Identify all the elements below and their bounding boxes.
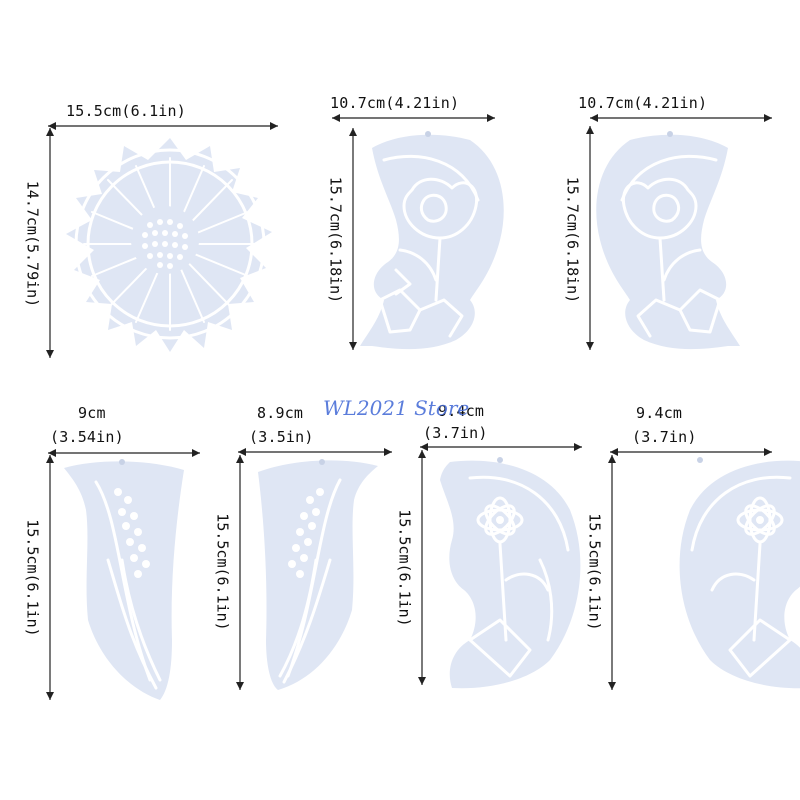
mold-7-width-in: (3.7in) [632,428,697,446]
mold-6-height-label: 15.5cm(6.1in) [395,509,414,627]
mold-5-width-cm: 8.9cm [257,404,304,422]
mold-7-width-cm: 9.4cm [636,404,683,422]
mold-1-height-label: 14.7cm(5.79in) [23,180,42,308]
mold-3-width-label: 10.7cm(4.21in) [578,94,708,112]
mold-sunflower [66,138,272,352]
store-watermark: WL2021 Store [323,396,470,420]
mold-moon-rose-1 [360,131,504,350]
mold-7-height-label: 15.5cm(6.1in) [585,513,604,631]
mold-4-width-cm: 9cm [78,404,106,422]
mold-moon-daisy-1 [440,457,581,689]
mold-5-width-in: (3.5in) [249,428,314,446]
mold-crescent-lavender-2 [258,459,378,690]
mold-5-height-label: 15.5cm(6.1in) [213,513,232,631]
mold-4-height-label: 15.5cm(6.1in) [23,519,42,637]
mold-1-width-label: 15.5cm(6.1in) [66,102,186,120]
dimension-arrows [46,114,772,700]
mold-moon-rose-2 [596,131,740,350]
mold-2-height-label: 15.7cm(6.18in) [326,176,345,304]
mold-4-width-in: (3.54in) [50,428,124,446]
mold-3-height-label: 15.7cm(6.18in) [563,176,582,304]
mold-crescent-lavender-1 [64,459,184,700]
mold-2-width-label: 10.7cm(4.21in) [330,94,460,112]
mold-moon-daisy-2 [679,457,800,689]
mold-6-width-in: (3.7in) [423,424,488,442]
mold-6-width-cm: 9.4cm [438,402,485,420]
